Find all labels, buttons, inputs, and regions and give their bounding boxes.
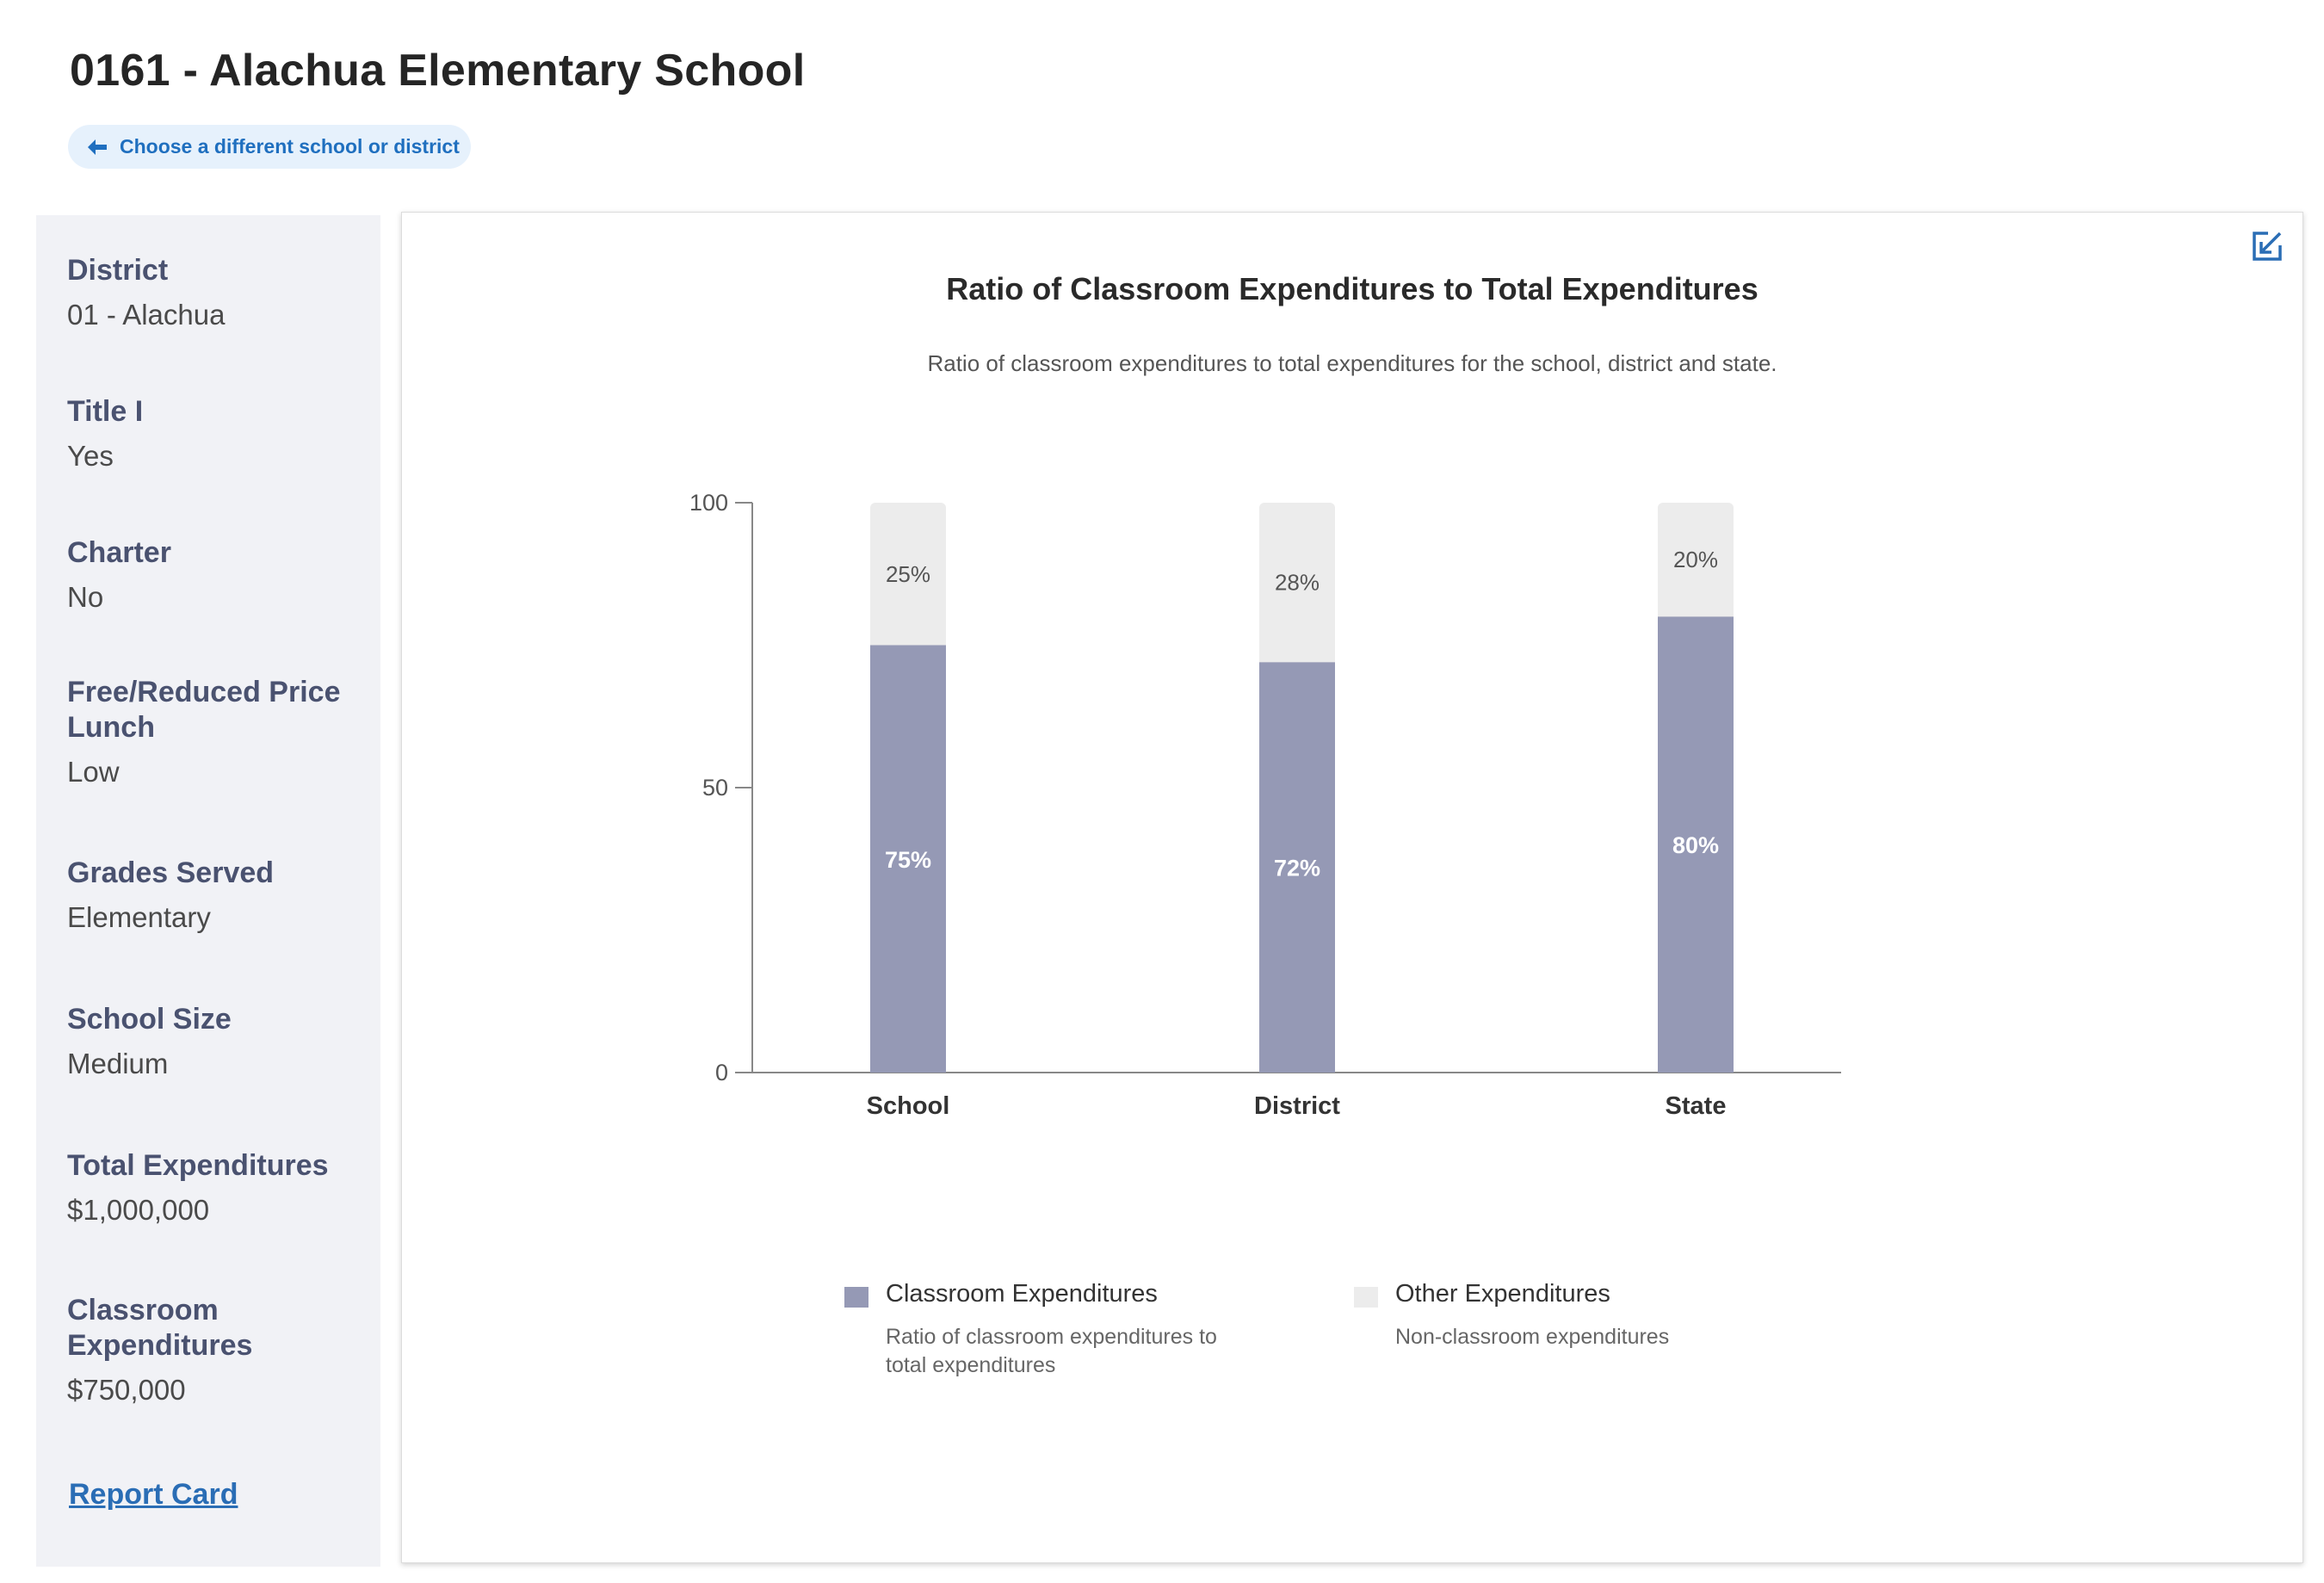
- y-tick-label: 50: [702, 775, 728, 801]
- sidebar-value: Yes: [67, 440, 114, 472]
- legend-swatch-classroom: [844, 1287, 868, 1308]
- choose-different-school-label: Choose a different school or district: [120, 135, 460, 158]
- sidebar-label: Free/Reduced Price Lunch: [67, 676, 341, 744]
- legend-label: Classroom Expenditures: [886, 1280, 1158, 1308]
- bar-other: [870, 503, 946, 651]
- sidebar-item-total-expenditures: Total Expenditures $1,000,000: [67, 1148, 363, 1227]
- legend-description: Non-classroom expenditures: [1395, 1325, 1670, 1349]
- data-label-classroom: 72%: [1274, 856, 1320, 881]
- y-tick-label: 100: [689, 490, 728, 516]
- data-label-other: 28%: [1275, 570, 1320, 596]
- data-label-other: 20%: [1673, 547, 1718, 572]
- chart-card: Ratio of Classroom Expenditures to Total…: [401, 212, 2303, 1563]
- x-tick-label: State: [1666, 1092, 1727, 1120]
- arrow-left-icon: [87, 139, 108, 156]
- sidebar-item-title-i: Title I Yes: [67, 394, 363, 473]
- sidebar-value: No: [67, 581, 104, 613]
- choose-different-school-button[interactable]: Choose a different school or district: [68, 125, 471, 169]
- chart-subtitle: Ratio of classroom expenditures to total…: [927, 350, 1777, 376]
- legend-label: Other Expenditures: [1395, 1280, 1610, 1308]
- sidebar-label: District: [67, 254, 169, 287]
- sidebar-label: School Size: [67, 1003, 232, 1036]
- sidebar-label: Grades Served: [67, 856, 275, 889]
- x-tick-label: District: [1254, 1092, 1340, 1120]
- legend-swatch-other: [1354, 1287, 1378, 1308]
- report-card-link[interactable]: Report Card: [69, 1478, 238, 1511]
- sidebar-item-classroom-expenditures: Classroom Expenditures $750,000: [67, 1293, 363, 1407]
- expand-icon[interactable]: [2251, 230, 2284, 263]
- bar-classroom: [1259, 662, 1335, 1073]
- sidebar-item-school-size: School Size Medium: [67, 1002, 363, 1080]
- sidebar-label: Title I: [67, 395, 144, 428]
- sidebar-label: Charter: [67, 536, 171, 569]
- legend-description: Ratio of classroom expenditures to total…: [886, 1325, 1217, 1377]
- page-title: 0161 - Alachua Elementary School: [70, 46, 806, 96]
- sidebar-value: $750,000: [67, 1374, 186, 1406]
- data-label-classroom: 75%: [885, 847, 931, 873]
- chart-title: Ratio of Classroom Expenditures to Total…: [946, 271, 1758, 306]
- sidebar-value: Elementary: [67, 901, 211, 933]
- bar-classroom: [870, 645, 946, 1073]
- sidebar-item-grades-served: Grades Served Elementary: [67, 856, 363, 934]
- x-tick-label: School: [867, 1092, 950, 1120]
- bar-other: [1259, 503, 1335, 668]
- data-label-other: 25%: [886, 561, 930, 587]
- sidebar-item-free-reduced-lunch: Free/Reduced Price Lunch Low: [67, 675, 363, 788]
- bar-classroom: [1658, 616, 1734, 1073]
- sidebar-value: 01 - Alachua: [67, 299, 226, 331]
- y-tick-label: 0: [715, 1060, 728, 1085]
- bar-other: [1658, 503, 1734, 622]
- sidebar-label: Classroom Expenditures: [67, 1294, 253, 1362]
- sidebar-item-charter: Charter No: [67, 535, 363, 614]
- sidebar-value: Low: [67, 756, 120, 788]
- sidebar-item-district: District 01 - Alachua: [67, 253, 363, 331]
- sidebar-value: Medium: [67, 1048, 169, 1079]
- sidebar-value: $1,000,000: [67, 1194, 210, 1226]
- sidebar-label: Total Expenditures: [67, 1149, 329, 1182]
- bar-chart: 0 50 100 25% 75% School 28% 72% District 20% 80% St…: [689, 490, 1841, 1120]
- data-label-classroom: 80%: [1672, 832, 1719, 858]
- school-info-sidebar: District 01 - Alachua Title I Yes Charte…: [36, 215, 380, 1567]
